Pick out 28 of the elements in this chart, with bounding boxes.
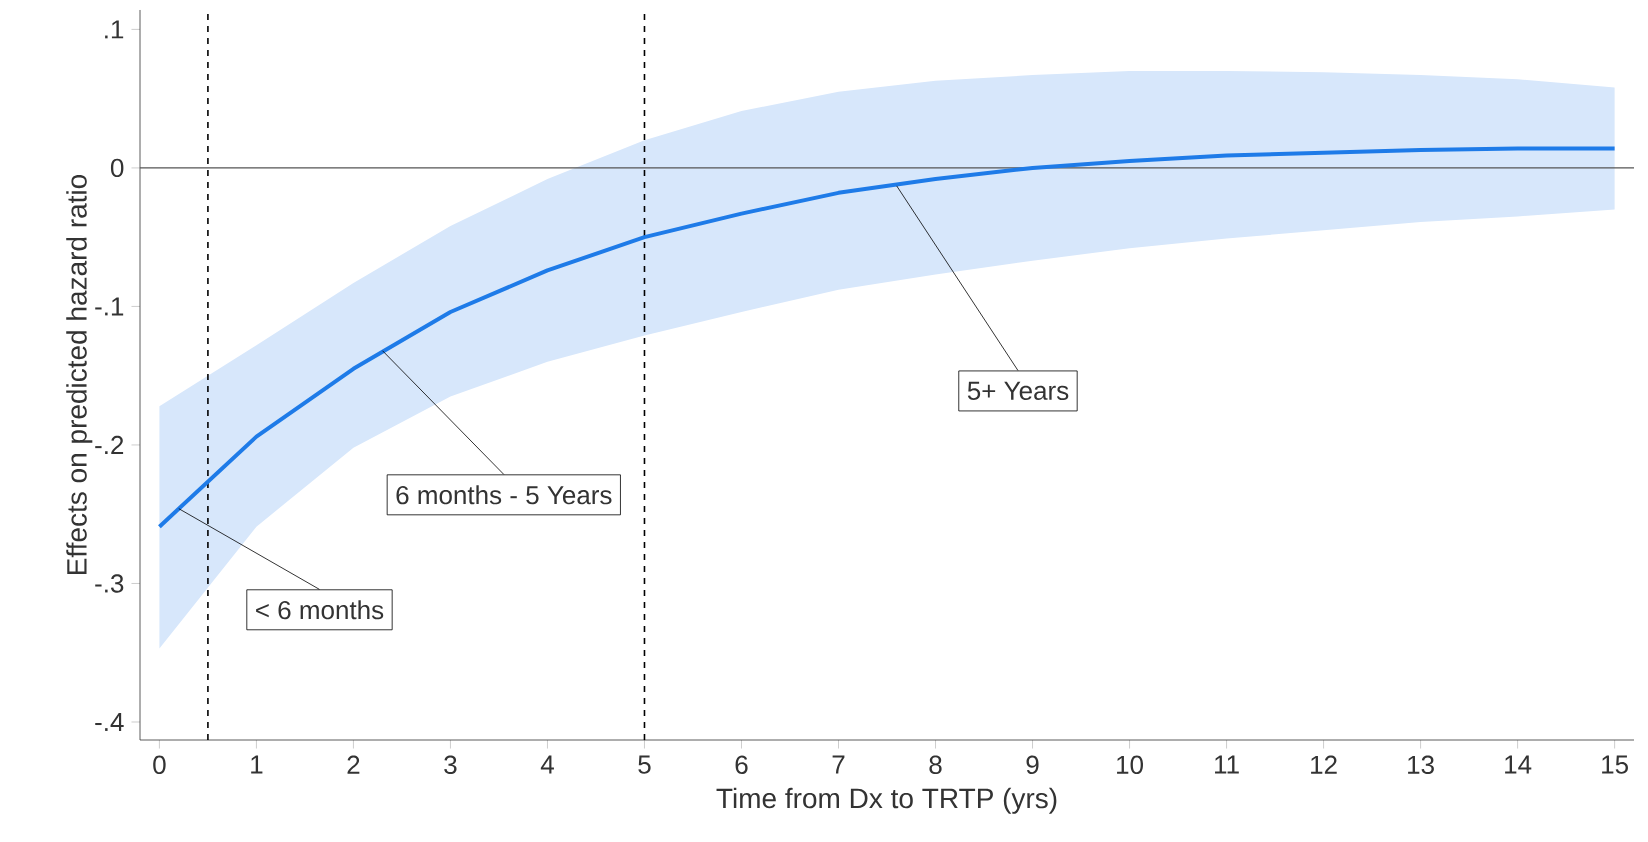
x-tick-label: 4 bbox=[540, 755, 554, 774]
y-tick-label: -.4 bbox=[95, 713, 124, 731]
y-tick-label: -.3 bbox=[95, 574, 124, 593]
x-tick-label: 11 bbox=[1215, 755, 1239, 774]
annotation: 5+ Years bbox=[967, 381, 1069, 400]
x-tick-label: 0 bbox=[153, 755, 166, 775]
x-tick-label: 10 bbox=[1117, 755, 1143, 775]
y-tick-label: 0 bbox=[110, 158, 124, 178]
x-tick-label: 15 bbox=[1602, 755, 1628, 774]
x-tick-label: 14 bbox=[1505, 755, 1532, 774]
x-tick-label: 3 bbox=[444, 755, 457, 775]
y-tick-label: -.2 bbox=[95, 435, 124, 455]
x-tick-label: 5 bbox=[638, 755, 651, 774]
x-tick-label: 1 bbox=[251, 755, 263, 774]
annotation: < 6 months bbox=[256, 600, 384, 620]
x-axis-title: Time from Dx to TRTP (yrs) bbox=[716, 787, 1057, 814]
x-tick-label: 6 bbox=[735, 755, 748, 775]
line-series bbox=[157, 146, 1617, 529]
y-axis-title: Effects on predicted hazard ratio bbox=[66, 174, 93, 575]
annotation: 6 months - 5 Years bbox=[396, 485, 612, 505]
x-tick-label: 9 bbox=[1026, 755, 1039, 775]
y-tick-label: .1 bbox=[105, 20, 124, 39]
x-tick-label: 8 bbox=[929, 755, 942, 775]
x-tick-label: 13 bbox=[1408, 755, 1434, 775]
y-tick-label: -.1 bbox=[95, 297, 124, 316]
x-tick-label: 2 bbox=[347, 755, 360, 774]
x-tick-label: 12 bbox=[1311, 755, 1337, 774]
x-tick-label: 7 bbox=[832, 755, 845, 774]
